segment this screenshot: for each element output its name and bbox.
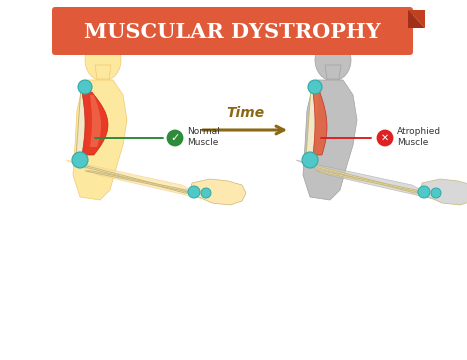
- Polygon shape: [90, 95, 101, 147]
- Text: Normal
Muscle: Normal Muscle: [187, 127, 220, 147]
- Polygon shape: [325, 65, 341, 79]
- Polygon shape: [303, 80, 357, 200]
- Circle shape: [166, 129, 184, 147]
- Ellipse shape: [98, 33, 120, 47]
- Ellipse shape: [328, 33, 350, 47]
- Circle shape: [201, 188, 211, 198]
- Polygon shape: [313, 92, 327, 155]
- Circle shape: [302, 152, 318, 168]
- Polygon shape: [95, 65, 111, 79]
- Polygon shape: [307, 165, 421, 193]
- Text: Time: Time: [226, 106, 264, 120]
- Text: MUSCULAR DYSTROPHY: MUSCULAR DYSTROPHY: [84, 22, 381, 42]
- Circle shape: [376, 129, 394, 147]
- Polygon shape: [76, 87, 90, 157]
- Circle shape: [431, 188, 441, 198]
- Polygon shape: [420, 179, 467, 205]
- Text: ✓: ✓: [170, 133, 180, 143]
- Polygon shape: [73, 80, 127, 200]
- Circle shape: [418, 186, 430, 198]
- Text: ✕: ✕: [381, 133, 389, 143]
- Polygon shape: [408, 10, 425, 28]
- Circle shape: [188, 186, 200, 198]
- Circle shape: [308, 80, 322, 94]
- Polygon shape: [66, 160, 212, 201]
- Ellipse shape: [85, 39, 121, 81]
- Polygon shape: [296, 160, 442, 201]
- Circle shape: [72, 152, 88, 168]
- Polygon shape: [77, 165, 191, 193]
- Polygon shape: [306, 87, 320, 157]
- Ellipse shape: [315, 39, 351, 81]
- FancyBboxPatch shape: [52, 7, 413, 55]
- Polygon shape: [315, 171, 436, 194]
- Text: Atrophied
Muscle: Atrophied Muscle: [397, 127, 441, 147]
- Circle shape: [78, 80, 92, 94]
- Polygon shape: [408, 10, 425, 28]
- Polygon shape: [82, 92, 108, 155]
- Polygon shape: [85, 171, 206, 194]
- Polygon shape: [190, 179, 246, 205]
